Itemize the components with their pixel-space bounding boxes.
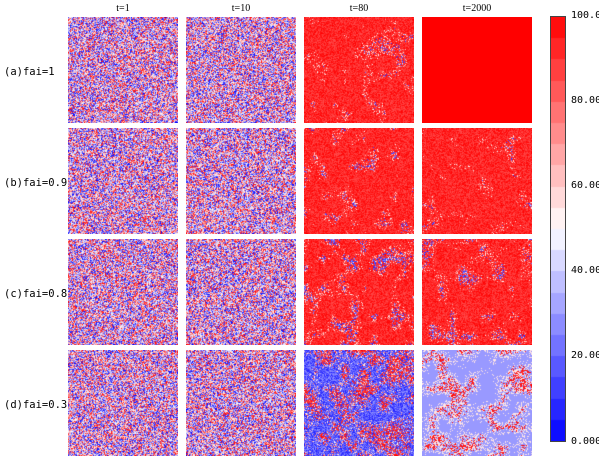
row-label-a: (a)fai=1 — [4, 66, 55, 78]
panel-c-t1 — [68, 239, 178, 345]
panel-field — [186, 350, 296, 456]
panel-b-t80 — [304, 128, 414, 234]
panel-field — [304, 350, 414, 456]
panel-field — [304, 128, 414, 234]
panel-b-t2000 — [422, 128, 532, 234]
panel-field — [422, 128, 532, 234]
panel-d-t1 — [68, 350, 178, 456]
panel-a-t10 — [186, 17, 296, 123]
row-label-c: (c)fai=0.8 — [4, 288, 68, 300]
colorbar-tick-0: 0.000 — [571, 436, 599, 447]
colorbar — [550, 16, 566, 442]
panel-field — [304, 17, 414, 123]
panel-field — [304, 239, 414, 345]
panel-d-t10 — [186, 350, 296, 456]
panel-b-t1 — [68, 128, 178, 234]
panel-field — [186, 128, 296, 234]
panel-c-t10 — [186, 239, 296, 345]
panel-field — [186, 239, 296, 345]
colorbar-tick-40: 40.00 — [571, 265, 599, 276]
panel-b-t10 — [186, 128, 296, 234]
colorbar-gradient — [551, 17, 565, 441]
panel-d-t80 — [304, 350, 414, 456]
panel-a-t80 — [304, 17, 414, 123]
panel-a-t2000 — [422, 17, 532, 123]
colorbar-tick-100: 100.0 — [571, 10, 599, 21]
colorbar-tick-80: 80.00 — [571, 95, 599, 106]
column-label-t1: t=1 — [116, 3, 130, 14]
panel-field — [186, 17, 296, 123]
column-label-t2000: t=2000 — [462, 3, 492, 14]
colorbar-tick-20: 20.00 — [571, 350, 599, 361]
panel-field — [422, 17, 532, 123]
column-label-t10: t=10 — [231, 3, 251, 14]
column-label-t80: t=80 — [349, 3, 369, 14]
panel-field — [68, 350, 178, 456]
panel-field — [68, 239, 178, 345]
row-label-d: (d)fai=0.3 — [4, 399, 68, 411]
panel-a-t1 — [68, 17, 178, 123]
panel-field — [68, 128, 178, 234]
panel-field — [422, 239, 532, 345]
panel-c-t80 — [304, 239, 414, 345]
panel-field — [68, 17, 178, 123]
panel-d-t2000 — [422, 350, 532, 456]
row-label-b: (b)fai=0.9 — [4, 177, 68, 189]
panel-c-t2000 — [422, 239, 532, 345]
colorbar-tick-60: 60.00 — [571, 180, 599, 191]
panel-field — [422, 350, 532, 456]
